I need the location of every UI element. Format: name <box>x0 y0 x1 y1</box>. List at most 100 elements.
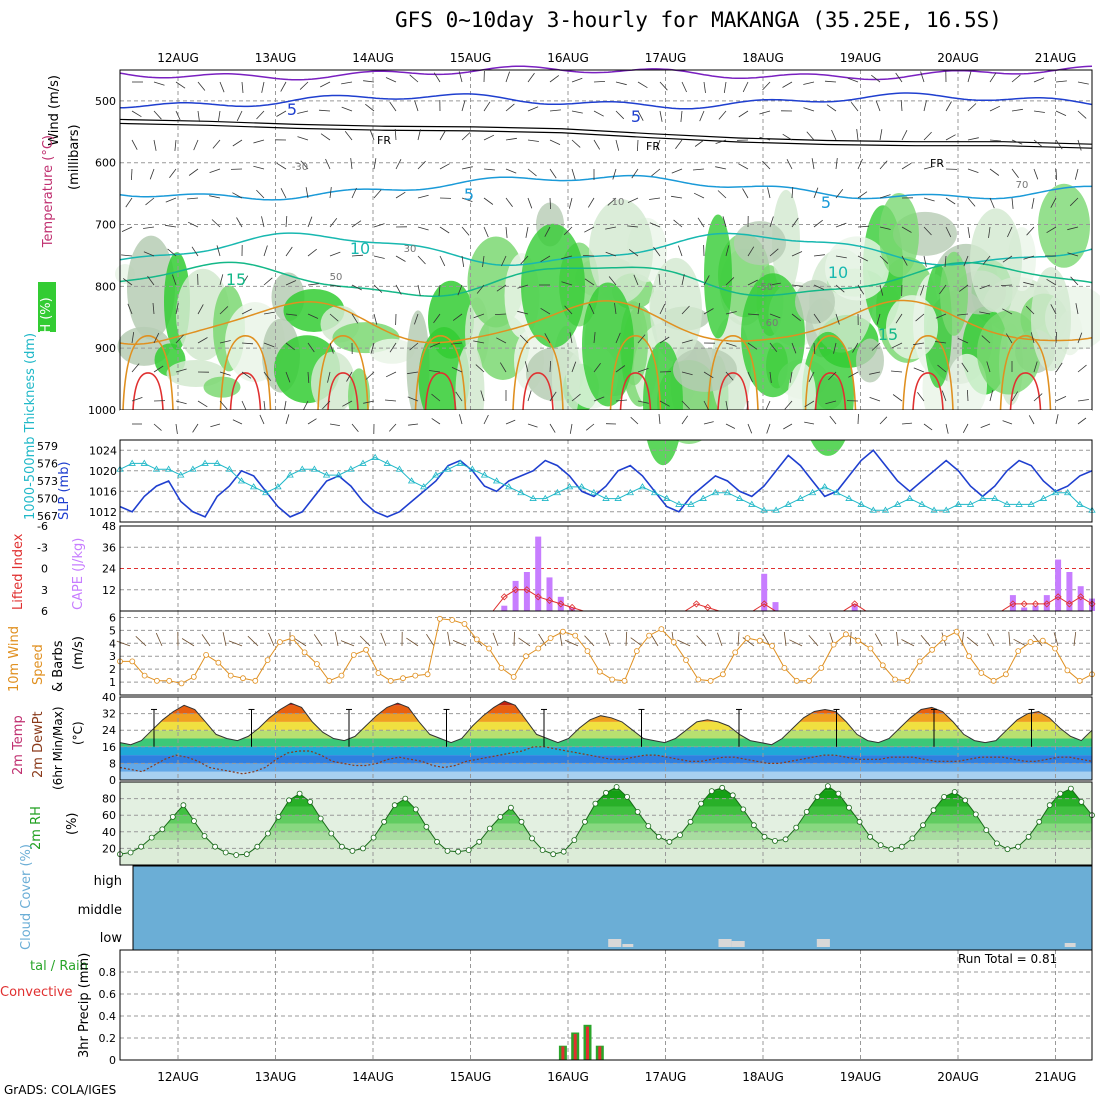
rh-point <box>729 792 736 799</box>
pressure-tick: 500 <box>95 95 116 108</box>
wind-barb <box>571 168 576 180</box>
thickness-point <box>845 494 853 501</box>
wind-barb <box>615 139 620 151</box>
wind-barb <box>121 254 133 257</box>
wind-speed-point <box>363 646 370 653</box>
wind-barb <box>612 168 617 180</box>
contour-label: 5 <box>631 107 641 126</box>
warm-contour <box>619 372 652 411</box>
axis-label-cape: CAPE (J/kg) <box>71 538 86 610</box>
wind-barb <box>192 423 199 433</box>
rh-point <box>360 845 366 852</box>
wind-barb <box>630 416 639 425</box>
wind-barb <box>135 636 147 647</box>
wind-speed-point <box>227 672 234 679</box>
wind-speed-point <box>941 635 948 641</box>
wind-barb <box>241 81 244 94</box>
wind-barb <box>461 226 470 236</box>
wind-barb <box>433 72 441 83</box>
cloud-level-label: low <box>100 931 123 946</box>
wind-barb <box>408 423 419 426</box>
wind-barb <box>1025 305 1035 315</box>
wind-barb <box>197 81 206 91</box>
thickness-point <box>1003 500 1011 507</box>
wind-barb <box>671 195 683 199</box>
axis-label-precip: 3hr Precip (mm) <box>77 953 92 1058</box>
wind-barb <box>913 367 925 373</box>
wind-barb <box>188 168 199 176</box>
wind-barb <box>957 313 969 316</box>
wind-barb <box>681 339 693 344</box>
precip-tick: 0.2 <box>99 1032 117 1045</box>
rh-shading <box>1031 267 1071 372</box>
wind-barb <box>219 340 231 344</box>
wind-speed-point <box>830 641 837 648</box>
wind-barb <box>1077 399 1089 402</box>
thickness-point <box>711 488 720 496</box>
wind-barb <box>209 195 221 199</box>
temperature-band <box>120 755 1092 764</box>
wind-barb <box>236 217 243 228</box>
wind-barb <box>143 226 155 229</box>
wind-barb <box>966 636 979 647</box>
wind-barb <box>857 158 863 170</box>
wind-barb <box>901 226 912 233</box>
wind-barb <box>829 415 837 425</box>
slp-tick: 1020 <box>89 465 117 478</box>
wind-speed-point <box>523 653 529 660</box>
wind-barb <box>439 226 450 234</box>
wind-barb <box>476 284 485 294</box>
wind-barb <box>209 168 221 173</box>
low-cloud-bar <box>731 941 745 947</box>
pressure-tick: 800 <box>95 280 116 293</box>
wind-barb <box>791 284 803 287</box>
wind-barb <box>920 284 925 296</box>
rh-point <box>624 794 630 800</box>
thickness-point <box>833 488 841 496</box>
wind-barb <box>1011 168 1019 179</box>
wind-barb <box>263 311 275 315</box>
rh-shading <box>521 223 585 348</box>
wind-barb <box>571 110 583 114</box>
temperature-band <box>120 763 1092 772</box>
rh-point <box>286 797 292 804</box>
wind-speed-point <box>141 672 148 679</box>
rh-shading <box>772 189 800 294</box>
wind-barb <box>615 365 626 373</box>
wind-speed-point <box>646 632 652 639</box>
rh-contour-label: -50 <box>757 282 773 293</box>
wind-barb <box>217 110 221 122</box>
rh-point <box>1004 846 1011 853</box>
isotherm-contour <box>119 299 1093 345</box>
lifted-point <box>1065 600 1073 608</box>
rh-point <box>233 852 240 858</box>
wind-speed-point <box>633 648 640 654</box>
wind-speed-point <box>929 646 935 653</box>
axis-label-lifted: Lifted Index <box>11 533 26 610</box>
wind-barb <box>981 335 991 344</box>
wind-barb <box>285 342 295 351</box>
axis-label-wind10: 10m Wind <box>7 626 22 692</box>
thickness-point <box>189 465 197 472</box>
wind-barb <box>363 400 375 404</box>
wind-speed-point <box>215 659 222 666</box>
wind-barb <box>167 248 177 257</box>
thickness-point <box>347 465 355 472</box>
wind-barb <box>299 81 309 90</box>
wind-barb <box>216 245 221 257</box>
top-date-label: 19AUG <box>840 51 882 65</box>
wind-barb <box>143 251 155 257</box>
wind-barb <box>923 255 927 267</box>
wind-barb <box>241 342 254 345</box>
wind-barb <box>585 423 595 431</box>
wind-barb <box>989 197 995 209</box>
wind-barb <box>439 130 446 141</box>
rh-point <box>560 848 567 855</box>
wind-barb <box>847 77 859 83</box>
rh-point <box>169 814 176 820</box>
wind-barb <box>935 313 947 319</box>
wind-barb <box>915 313 925 322</box>
wind-barb <box>329 187 332 199</box>
wind-speed-point <box>781 665 788 671</box>
wind-barb <box>431 393 441 402</box>
